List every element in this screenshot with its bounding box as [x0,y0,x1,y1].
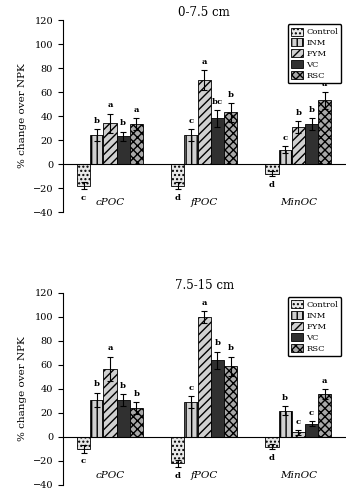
Legend: Control, INM, FYM, VC, RSC: Control, INM, FYM, VC, RSC [288,297,341,356]
Bar [292,127,305,164]
Text: c: c [296,418,301,426]
Text: b: b [282,394,288,402]
Bar [279,410,292,437]
Bar [77,437,90,449]
Text: d: d [175,194,181,202]
Bar [117,400,130,437]
Bar [117,136,130,164]
Text: b: b [295,108,302,116]
Text: b: b [120,120,126,128]
Y-axis label: % change over NPK: % change over NPK [18,64,27,168]
Text: cPOC: cPOC [95,198,125,207]
Legend: Control, INM, FYM, VC, RSC: Control, INM, FYM, VC, RSC [288,24,341,84]
Bar [265,437,279,446]
Bar [184,402,198,437]
Bar [318,394,331,437]
Title: 7.5-15 cm: 7.5-15 cm [174,278,234,291]
Text: a: a [107,344,113,352]
Bar [211,360,224,437]
Text: cPOC: cPOC [95,471,125,480]
Bar [305,424,318,437]
Bar [130,124,143,164]
Text: a: a [134,106,139,114]
Bar [130,408,143,437]
Text: c: c [81,194,86,202]
Bar [292,432,305,437]
Bar [90,400,103,437]
Text: MinOC: MinOC [280,471,317,480]
Text: fPOC: fPOC [191,198,218,207]
Text: b: b [309,106,314,114]
Text: c: c [283,134,288,142]
Text: b: b [94,380,100,388]
Y-axis label: % change over NPK: % change over NPK [18,336,27,442]
Text: a: a [201,298,207,306]
Text: b: b [133,390,139,398]
Text: fPOC: fPOC [191,471,218,480]
Title: 0-7.5 cm: 0-7.5 cm [178,6,230,19]
Text: a: a [201,58,207,66]
Bar [171,437,184,464]
Bar [90,136,103,164]
Text: b: b [228,90,233,98]
Text: bc: bc [212,98,223,106]
Text: a: a [322,376,327,384]
Text: a: a [322,80,327,88]
Bar [305,124,318,164]
Text: c: c [81,458,86,466]
Bar [198,80,211,164]
Text: b: b [214,340,220,347]
Bar [184,136,198,164]
Bar [198,317,211,437]
Bar [318,100,331,164]
Bar [77,164,90,186]
Text: c: c [309,409,314,417]
Bar [211,118,224,164]
Bar [171,164,184,186]
Bar [103,368,117,437]
Bar [265,164,279,173]
Text: d: d [269,181,275,189]
Text: b: b [94,117,100,125]
Bar [224,366,237,437]
Text: c: c [188,117,194,125]
Bar [103,124,117,164]
Bar [279,150,292,164]
Text: a: a [107,102,113,110]
Text: b: b [228,344,233,352]
Bar [224,112,237,164]
Text: MinOC: MinOC [280,198,317,207]
Text: b: b [120,382,126,390]
Text: d: d [269,454,275,462]
Text: d: d [175,472,181,480]
Text: c: c [188,384,194,392]
